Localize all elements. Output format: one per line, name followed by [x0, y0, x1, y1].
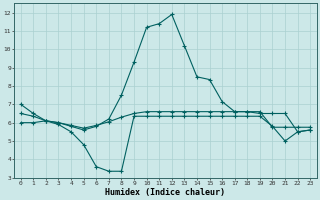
X-axis label: Humidex (Indice chaleur): Humidex (Indice chaleur)	[106, 188, 226, 197]
